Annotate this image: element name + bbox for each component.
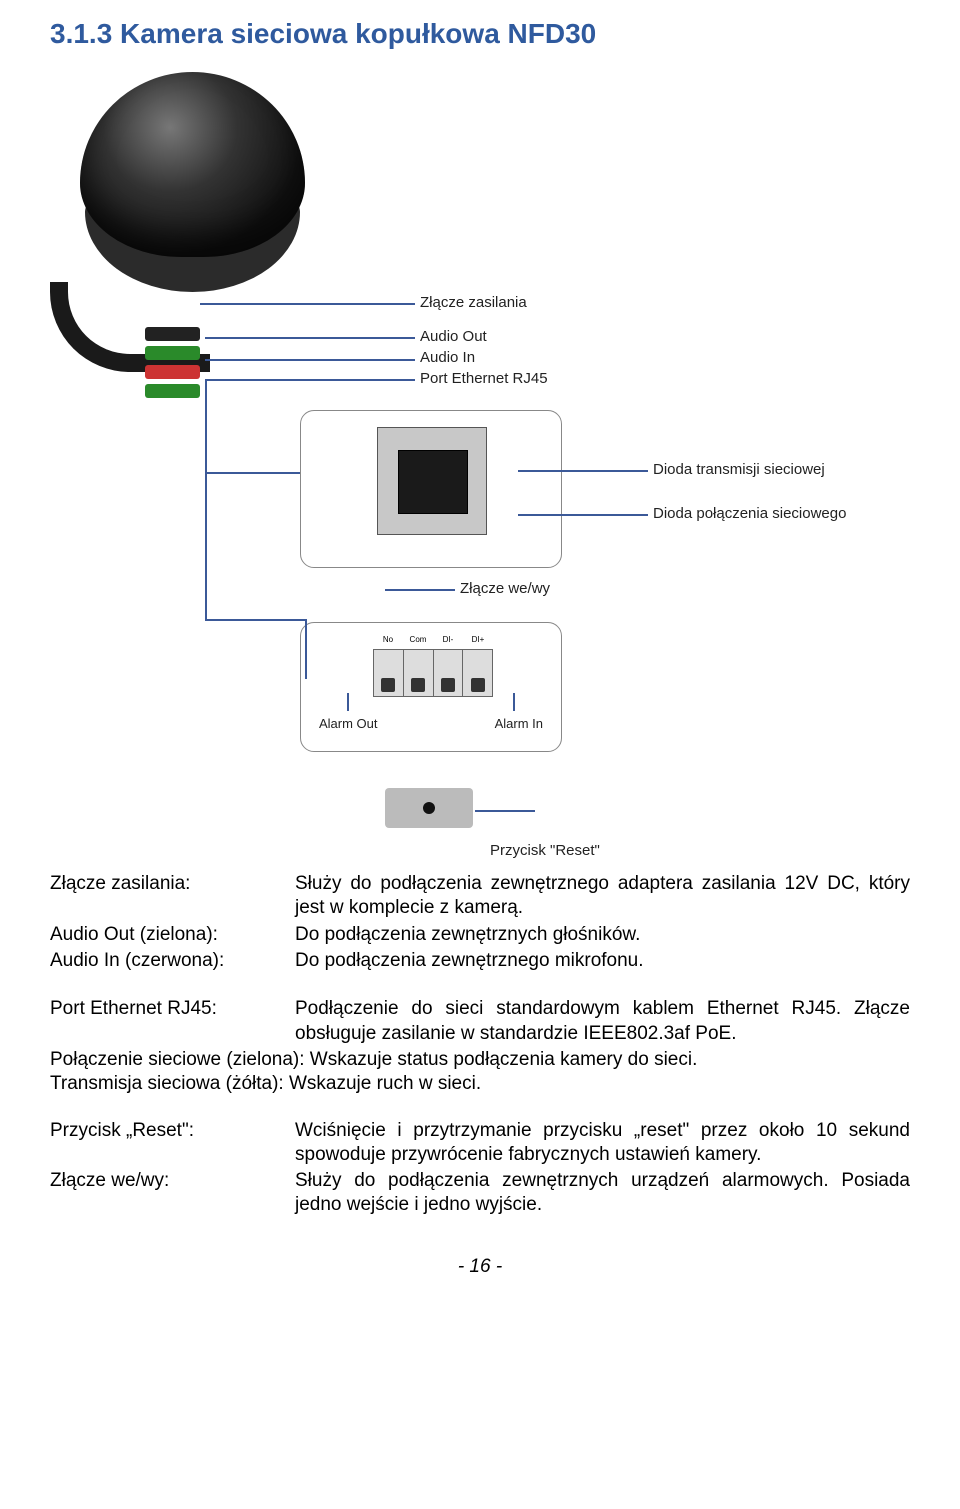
- term-dip: DI+: [463, 635, 493, 644]
- reset-button-image: [385, 788, 473, 828]
- audio-in-label: Audio In (czerwona):: [50, 949, 295, 973]
- audio-in-text: Do podłączenia zewnętrznego mikrofonu.: [295, 949, 910, 973]
- connector-group: [145, 327, 200, 403]
- connector-power: [145, 327, 200, 341]
- alarm-in-label: Alarm In: [495, 716, 543, 731]
- camera-diagram: Złącze zasilania Audio Out Audio In Port…: [50, 72, 890, 862]
- callout-audio-out: Audio Out: [420, 328, 487, 345]
- io-text: Służy do podłączenia zewnętrznych urządz…: [295, 1169, 910, 1218]
- callout-link-led: Dioda połączenia sieciowego: [653, 505, 846, 522]
- callout-line: [475, 810, 535, 812]
- camera-dome: [80, 72, 305, 257]
- callout-power: Złącze zasilania: [420, 294, 527, 311]
- callout-line: [205, 337, 415, 339]
- rj45-detail-box: [300, 410, 562, 568]
- alarm-out-label: Alarm Out: [319, 716, 378, 731]
- link-line: Połączenie sieciowe (zielona): Wskazuje …: [50, 1048, 910, 1072]
- terminal-block: [373, 649, 493, 697]
- connector-audio-in: [145, 365, 200, 379]
- rj45-body: [377, 427, 487, 535]
- callout-line: [205, 379, 207, 619]
- rj45-label: Port Ethernet RJ45:: [50, 997, 295, 1046]
- callout-line: [205, 379, 415, 381]
- callout-line: [385, 589, 455, 591]
- description-block: Złącze zasilania: Służy do podłączenia z…: [50, 872, 910, 1218]
- callout-line: [200, 303, 415, 305]
- rj45-text: Podłączenie do sieci standardowym kablem…: [295, 997, 910, 1046]
- reset-label: Przycisk „Reset":: [50, 1119, 295, 1168]
- connector-extra: [145, 384, 200, 398]
- callout-audio-in: Audio In: [420, 349, 475, 366]
- reset-hole: [423, 802, 435, 814]
- io-label: Złącze we/wy:: [50, 1169, 295, 1218]
- callout-line: [205, 472, 300, 474]
- power-label: Złącze zasilania:: [50, 872, 295, 921]
- tx-line: Transmisja sieciowa (żółta): Wskazuje ru…: [50, 1072, 910, 1096]
- callout-io: Złącze we/wy: [460, 580, 550, 597]
- section-heading: 3.1.3 Kamera sieciowa kopułkowa NFD30: [50, 18, 910, 50]
- page-number: - 16 -: [50, 1256, 910, 1278]
- callout-rj45: Port Ethernet RJ45: [420, 370, 548, 387]
- callout-line: [347, 693, 349, 711]
- callout-line: [518, 470, 648, 472]
- callout-line: [518, 514, 648, 516]
- term-di: DI-: [433, 635, 463, 644]
- callout-reset: Przycisk "Reset": [490, 842, 600, 859]
- audio-out-text: Do podłączenia zewnętrznych głośników.: [295, 923, 910, 947]
- alarm-detail-box: No Com DI- DI+ Alarm Out Alarm In: [300, 622, 562, 752]
- reset-text: Wciśnięcie i przytrzymanie przycisku „re…: [295, 1119, 910, 1168]
- audio-out-label: Audio Out (zielona):: [50, 923, 295, 947]
- callout-line: [305, 619, 307, 679]
- rj45-port: [398, 450, 468, 514]
- terminal-labels: No Com DI- DI+: [373, 635, 493, 644]
- term-no: No: [373, 635, 403, 644]
- callout-line: [513, 693, 515, 711]
- connector-audio-out: [145, 346, 200, 360]
- callout-tx-led: Dioda transmisji sieciowej: [653, 461, 825, 478]
- callout-line: [205, 619, 305, 621]
- callout-line: [205, 359, 415, 361]
- term-com: Com: [403, 635, 433, 644]
- power-text: Służy do podłączenia zewnętrznego adapte…: [295, 872, 910, 921]
